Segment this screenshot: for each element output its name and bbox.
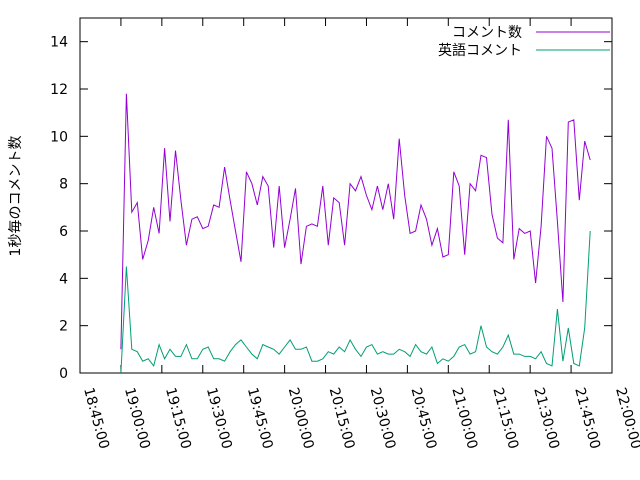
- data-line: [120, 93, 591, 350]
- y-tick-label: 0: [59, 366, 68, 382]
- legend-label: 英語コメント: [438, 42, 522, 59]
- x-tick-label: 19:30:00: [203, 386, 235, 451]
- y-tick-label: 10: [50, 129, 68, 145]
- x-tick-label: 21:30:00: [530, 386, 562, 451]
- x-tick-label: 21:45:00: [571, 386, 603, 451]
- y-axis-label: 1秒毎のコメント数: [8, 136, 24, 257]
- plot-frame: [79, 17, 613, 374]
- x-tick-label: 22:00:00: [612, 386, 640, 451]
- x-tick-label: 19:15:00: [162, 386, 194, 451]
- x-tick-label: 19:00:00: [121, 386, 153, 451]
- x-tick-label: 19:45:00: [244, 386, 276, 451]
- y-tick-label: 2: [59, 319, 68, 335]
- y-tick-label: 4: [59, 271, 68, 287]
- y-tick-label: 8: [59, 177, 68, 193]
- x-tick-label: 20:15:00: [326, 386, 358, 451]
- x-tick-label: 20:45:00: [408, 386, 440, 451]
- x-tick-label: 20:30:00: [367, 386, 399, 451]
- x-tick-label: 18:45:00: [80, 386, 112, 451]
- x-tick-label: 20:00:00: [285, 386, 317, 451]
- legend-label: コメント数: [452, 25, 522, 41]
- y-tick-label: 14: [50, 35, 68, 51]
- data-line: [120, 230, 591, 374]
- x-tick-label: 21:00:00: [448, 386, 480, 451]
- x-tick-label: 21:15:00: [489, 386, 521, 451]
- y-tick-label: 6: [59, 224, 68, 240]
- y-tick-label: 12: [50, 82, 68, 98]
